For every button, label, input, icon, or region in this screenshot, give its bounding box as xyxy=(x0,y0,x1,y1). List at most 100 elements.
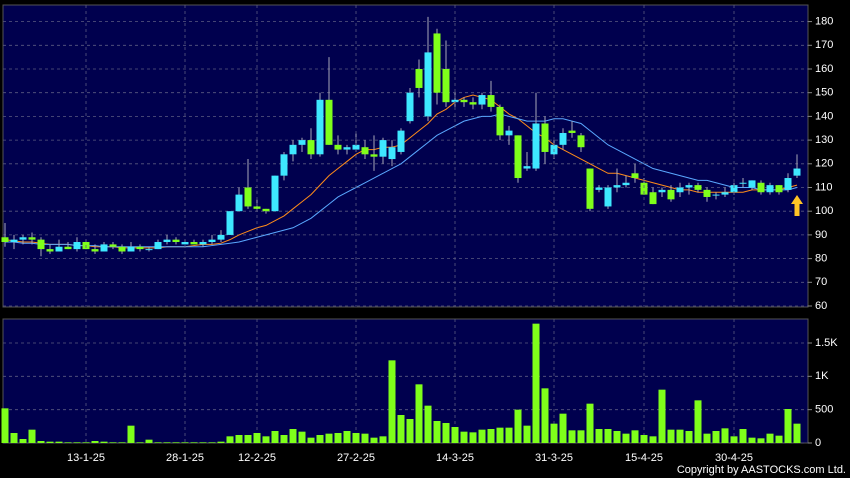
volume-bar xyxy=(334,433,342,443)
volume-bar xyxy=(748,437,756,443)
candle-body xyxy=(622,182,630,186)
volume-bar xyxy=(37,441,45,443)
volume-bar xyxy=(379,436,387,443)
plot-layer xyxy=(1,5,812,444)
candle-body xyxy=(730,185,738,193)
candle-body xyxy=(649,192,657,205)
candle-body xyxy=(631,173,639,179)
candle-body xyxy=(64,246,72,250)
candle-body xyxy=(793,168,801,176)
candle-body xyxy=(190,242,198,245)
candle-body xyxy=(532,123,540,169)
candle-body xyxy=(613,185,621,188)
volume-bar xyxy=(658,389,666,443)
y-tick-label: 80 xyxy=(815,253,827,265)
volume-bar xyxy=(676,429,684,443)
volume-bar xyxy=(532,323,540,443)
volume-bar xyxy=(622,433,630,443)
volume-bar xyxy=(586,403,594,443)
y-tick-label: 90 xyxy=(815,229,827,241)
volume-bar xyxy=(262,436,270,443)
volume-bar xyxy=(244,435,252,443)
volume-panel xyxy=(2,318,809,444)
x-tick-label: 12-2-25 xyxy=(238,452,276,464)
volume-bar xyxy=(784,409,792,443)
candle-body xyxy=(280,154,288,176)
candle-body xyxy=(289,144,297,155)
volume-bar xyxy=(613,431,621,443)
y-tick-label: 130 xyxy=(815,134,833,146)
y-tick-label: 170 xyxy=(815,39,833,51)
volume-bar xyxy=(271,431,279,443)
candle-body xyxy=(334,144,342,150)
candle-body xyxy=(469,102,477,105)
y-tick-label: 1K xyxy=(815,370,829,382)
candle-body xyxy=(604,187,612,207)
candle-body xyxy=(433,33,441,93)
y-tick-label: 1.5K xyxy=(815,337,838,349)
volume-bar xyxy=(559,413,567,443)
candle-body xyxy=(640,182,648,195)
volume-bar xyxy=(568,430,576,443)
volume-bar xyxy=(352,433,360,443)
candle-body xyxy=(721,192,729,195)
volume-bar xyxy=(91,441,99,443)
x-tick-label: 14-3-25 xyxy=(436,452,474,464)
volume-bar xyxy=(541,388,549,443)
candle-body xyxy=(172,239,180,243)
candle-body xyxy=(703,189,711,197)
volume-bar xyxy=(1,408,9,443)
volume-bar xyxy=(181,442,189,443)
x-tick-label: 15-4-25 xyxy=(625,452,663,464)
candle-body xyxy=(208,239,216,243)
candle-body xyxy=(514,135,522,179)
candle-body xyxy=(253,206,261,209)
candle-body xyxy=(136,246,144,250)
candle-body xyxy=(271,175,279,212)
candle-body xyxy=(676,187,684,193)
candle-body xyxy=(352,144,360,150)
candle-body xyxy=(424,52,432,117)
volume-bar xyxy=(145,439,153,443)
volume-bar xyxy=(649,436,657,443)
candle-body xyxy=(325,99,333,145)
volume-bar xyxy=(505,427,513,443)
candle-body xyxy=(100,244,108,252)
candle-body xyxy=(217,234,225,240)
x-tick-label: 27-2-25 xyxy=(337,452,375,464)
candle-body xyxy=(145,249,153,251)
volume-bar xyxy=(316,435,324,443)
candle-body xyxy=(370,154,378,157)
candle-body xyxy=(559,132,567,145)
candle-body xyxy=(361,147,369,155)
volume-bar xyxy=(685,431,693,443)
y-tick-label: 500 xyxy=(815,404,833,416)
volume-bar xyxy=(10,433,18,443)
volume-bar xyxy=(604,429,612,443)
volume-bar xyxy=(595,429,603,443)
x-tick-label: 30-4-25 xyxy=(715,452,753,464)
y-tick-label: 0 xyxy=(815,437,821,449)
candle-body xyxy=(163,239,171,243)
candle-body xyxy=(523,166,531,169)
volume-bar xyxy=(127,425,135,443)
candle-body xyxy=(451,99,459,103)
candle-body xyxy=(10,239,18,243)
candle-body xyxy=(28,237,36,240)
signal-arrow xyxy=(791,195,803,216)
volume-bar xyxy=(496,427,504,443)
volume-bar xyxy=(514,409,522,443)
volume-bar xyxy=(19,439,27,443)
volume-bar xyxy=(136,442,144,443)
volume-bar xyxy=(415,384,423,443)
y-tick-label: 100 xyxy=(815,205,833,217)
candle-body xyxy=(307,140,315,155)
candle-body xyxy=(658,189,666,193)
candle-body xyxy=(181,242,189,245)
volume-bar xyxy=(208,442,216,443)
candle-body xyxy=(55,246,63,252)
candle-body xyxy=(37,239,45,250)
candle-body xyxy=(442,68,450,103)
candle-body xyxy=(397,130,405,152)
candle-body xyxy=(226,211,234,235)
